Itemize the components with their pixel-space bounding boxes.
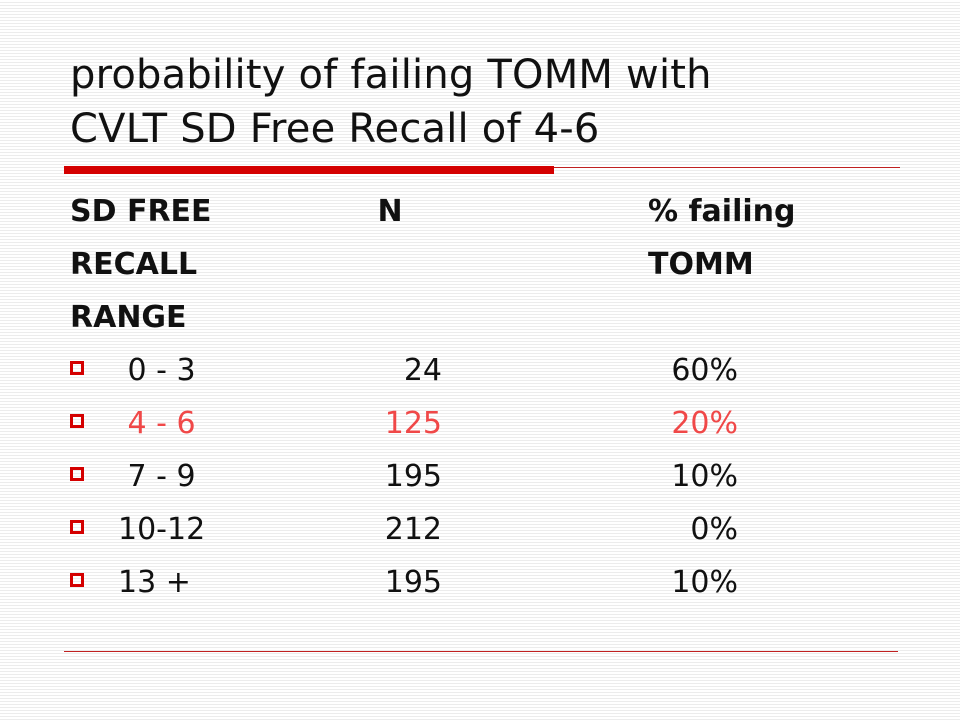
table-row-highlighted: 4 - 6 125 20% <box>70 397 890 450</box>
row-range: 10-12 <box>118 512 206 547</box>
data-table: SD FREE RECALL RANGE N % failing TOMM 0 … <box>70 185 890 609</box>
row-pct: 20% <box>671 406 738 441</box>
table-header: SD FREE RECALL RANGE N % failing TOMM <box>70 185 890 344</box>
row-n: 125 <box>384 406 442 441</box>
row-pct: 10% <box>671 565 738 600</box>
table-row: 7 - 9 195 10% <box>70 450 890 503</box>
header-range-line-1: SD FREE <box>70 194 212 229</box>
row-n: 195 <box>384 459 442 494</box>
square-bullet-icon <box>70 573 84 587</box>
row-n: 24 <box>403 353 442 388</box>
bottom-rule <box>64 651 898 652</box>
square-bullet-icon <box>70 414 84 428</box>
row-n: 195 <box>384 565 442 600</box>
title-underline-accent <box>64 166 554 174</box>
title-underline-thin <box>554 167 900 168</box>
slide-title-line-1: probability of failing TOMM with <box>70 52 712 98</box>
square-bullet-icon <box>70 361 84 375</box>
table-row: 13 + 195 10% <box>70 556 890 609</box>
row-n: 212 <box>384 512 442 547</box>
slide-title: probability of failing TOMM with CVLT SD… <box>70 48 910 156</box>
header-range-line-2: RECALL <box>70 247 198 282</box>
row-range: 0 - 3 <box>118 353 196 388</box>
table-row: 10-12 212 0% <box>70 503 890 556</box>
header-pct-line-2: TOMM <box>648 247 754 282</box>
header-range: SD FREE RECALL RANGE <box>70 185 212 344</box>
header-pct-line-1: % failing <box>648 194 796 229</box>
row-pct: 60% <box>671 353 738 388</box>
square-bullet-icon <box>70 520 84 534</box>
header-pct-failing: % failing TOMM <box>648 185 795 291</box>
row-range: 7 - 9 <box>118 459 196 494</box>
square-bullet-icon <box>70 467 84 481</box>
header-n: N <box>377 194 403 229</box>
slide-title-line-2: CVLT SD Free Recall of 4-6 <box>70 106 600 152</box>
row-range: 4 - 6 <box>118 406 196 441</box>
table-row: 0 - 3 24 60% <box>70 344 890 397</box>
row-pct: 0% <box>690 512 738 547</box>
row-range: 13 + <box>118 565 191 600</box>
row-pct: 10% <box>671 459 738 494</box>
header-range-line-3: RANGE <box>70 300 187 335</box>
